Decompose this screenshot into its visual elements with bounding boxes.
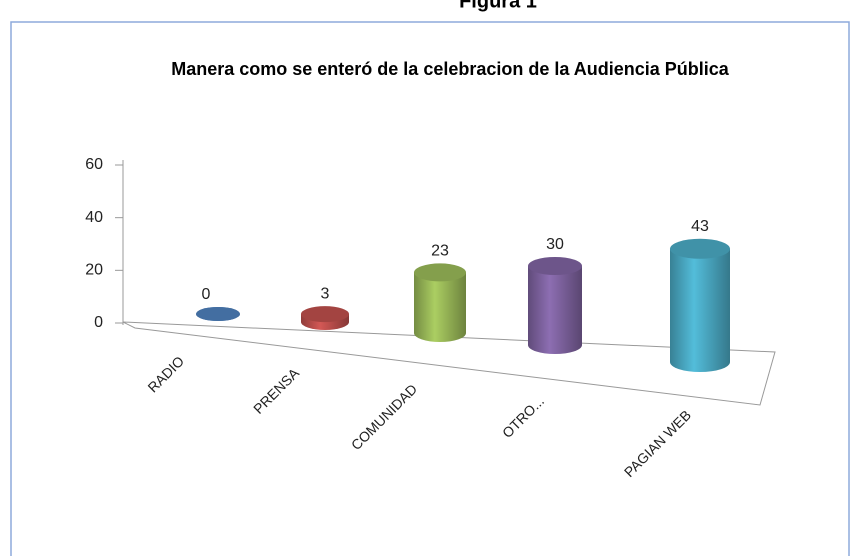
- y-tick-label: 0: [94, 314, 103, 331]
- value-label: 23: [431, 243, 449, 260]
- cylinder: [301, 306, 349, 330]
- cylinder-top: [528, 257, 582, 275]
- cylinder-top: [196, 307, 240, 321]
- cylinder-top: [414, 263, 466, 282]
- cylinder-top: [301, 306, 349, 323]
- figure-label: Figura 1: [459, 0, 537, 12]
- cylinder: [414, 263, 466, 342]
- cylinder-body: [528, 266, 582, 345]
- value-label: 30: [546, 236, 564, 253]
- value-label: 3: [321, 285, 330, 302]
- value-label: 43: [691, 218, 709, 235]
- cylinder: [528, 257, 582, 354]
- cylinder: [196, 307, 240, 321]
- cylinder-body: [414, 272, 466, 333]
- chart-title: Manera como se enteró de la celebracion …: [171, 59, 730, 79]
- cylinder: [670, 238, 730, 372]
- y-tick-label: 40: [85, 209, 103, 226]
- cylinder-top: [670, 238, 730, 259]
- value-label: 0: [202, 286, 211, 303]
- y-tick-label: 60: [85, 156, 103, 173]
- y-tick-label: 20: [85, 262, 103, 279]
- cylinder-body: [670, 248, 730, 362]
